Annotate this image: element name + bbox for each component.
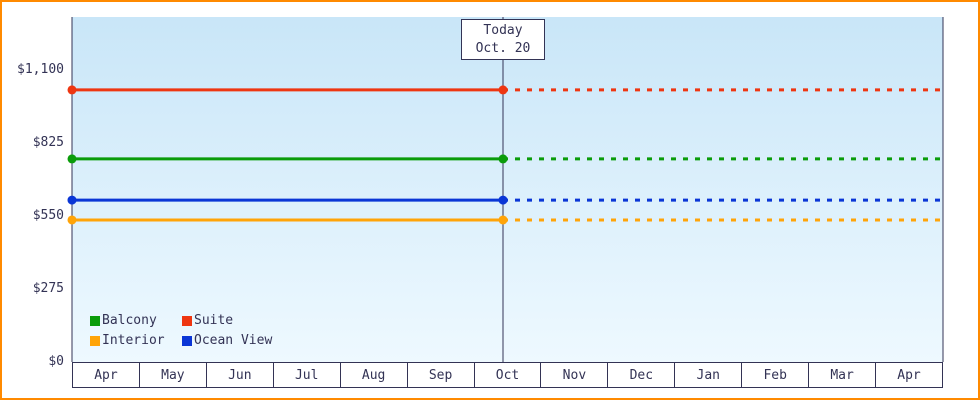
legend-label: Interior — [102, 333, 165, 348]
legend-swatch-icon — [90, 335, 100, 346]
series-marker-start-suite — [67, 85, 77, 95]
month-cell-jul: Jul — [274, 363, 341, 387]
y-tick-label: $825 — [32, 135, 64, 150]
legend-item-suite: Suite — [182, 313, 272, 328]
y-tick-label: $275 — [32, 281, 64, 296]
series-marker-today-ocean-view — [498, 195, 508, 205]
month-cell-nov: Nov — [541, 363, 609, 387]
y-tick-label: $0 — [48, 354, 64, 369]
month-cell-jan: Jan — [675, 363, 743, 387]
month-cell-mar: Mar — [809, 363, 877, 387]
plot-area — [72, 17, 943, 362]
legend-label: Suite — [194, 313, 234, 328]
legend-swatch-icon — [182, 315, 192, 326]
month-cell-apr: Apr — [897, 367, 921, 383]
x-axis-month-row: Apr May Jun Jul Aug Sep Oct Nov Dec Jan Feb Mar Apr — [72, 362, 943, 388]
series-marker-start-ocean-view — [67, 195, 77, 205]
today-date: Oct. 20 — [475, 41, 531, 56]
legend-swatch-icon — [182, 335, 192, 346]
month-cell-sep: Sep — [408, 363, 475, 387]
month-cell-apr: Apr — [73, 363, 140, 387]
legend-item-ocean-view: Ocean View — [182, 333, 272, 348]
month-cell-aug: Aug — [341, 363, 408, 387]
today-label-box: Today Oct. 20 — [461, 19, 545, 60]
legend-label: Ocean View — [194, 333, 273, 348]
month-cell-dec: Dec — [608, 363, 676, 387]
legend: Balcony Suite Interior Ocean View — [90, 313, 272, 348]
today-label: Today — [483, 23, 523, 38]
series-marker-today-interior — [498, 215, 508, 225]
month-cell-feb: Feb — [742, 363, 810, 387]
legend-swatch-icon — [90, 315, 100, 326]
legend-label: Balcony — [102, 313, 157, 328]
y-tick-label: $550 — [32, 208, 64, 223]
series-marker-today-balcony — [498, 154, 508, 164]
y-tick-label: $1,100 — [17, 62, 64, 77]
legend-item-balcony: Balcony — [90, 313, 182, 328]
series-marker-today-suite — [498, 85, 508, 95]
legend-item-interior: Interior — [90, 333, 182, 348]
month-cell-oct: Oct — [475, 363, 542, 387]
month-cell-may: May — [140, 363, 207, 387]
series-marker-start-interior — [67, 215, 77, 225]
series-marker-start-balcony — [67, 154, 77, 164]
month-cell-jun: Jun — [207, 363, 274, 387]
